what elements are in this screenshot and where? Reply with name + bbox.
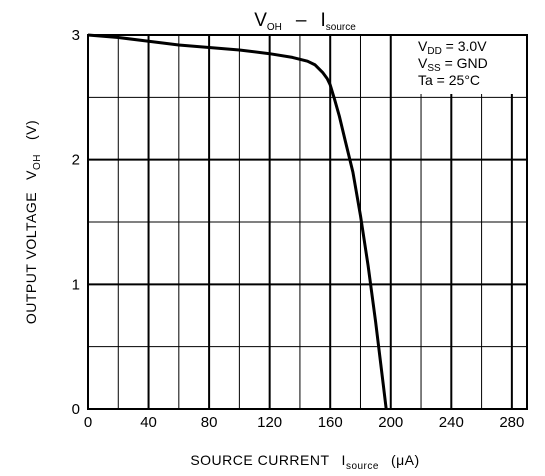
y-tick-labels: 0 1 2 3	[72, 27, 80, 418]
x-tick-label: 40	[140, 414, 157, 431]
condition-vdd: VDD = 3.0V	[418, 38, 487, 57]
x-axis-label: SOURCE CURRENT Isource (μA)	[190, 452, 419, 472]
x-tick-label: 240	[439, 414, 464, 431]
x-tick-label: 280	[499, 414, 524, 431]
y-tick-label: 2	[72, 152, 80, 169]
title-second-sub: source	[326, 22, 356, 33]
grid-minor	[88, 35, 527, 409]
y-tick-label: 1	[72, 276, 80, 293]
y-tick-label: 3	[72, 27, 80, 44]
title-sep: –	[296, 10, 307, 31]
title-main-sub: OH	[267, 22, 282, 33]
x-tick-label: 160	[318, 414, 343, 431]
plot-frame	[87, 34, 528, 410]
chart-title: VOH – Isource	[254, 10, 356, 33]
series-line-voh	[87, 33, 388, 410]
x-tick-label: 80	[201, 414, 218, 431]
condition-vss: VSS = GND	[418, 55, 488, 74]
conditions: VDD = 3.0V VSS = GND Ta = 25°C	[418, 38, 488, 88]
x-tick-label: 120	[257, 414, 282, 431]
x-tick-labels: 0 40 80 120 160 200 240 280	[84, 414, 525, 431]
x-tick-label: 200	[378, 414, 403, 431]
y-tick-label: 0	[72, 401, 80, 418]
title-main: V	[254, 10, 267, 31]
title-second: I	[320, 10, 325, 31]
x-tick-label: 0	[84, 414, 92, 431]
conditions-box-bg	[413, 36, 523, 94]
condition-ta: Ta = 25°C	[418, 72, 480, 88]
y-axis-label: OUTPUT VOLTAGEVOH(V)	[23, 120, 43, 324]
